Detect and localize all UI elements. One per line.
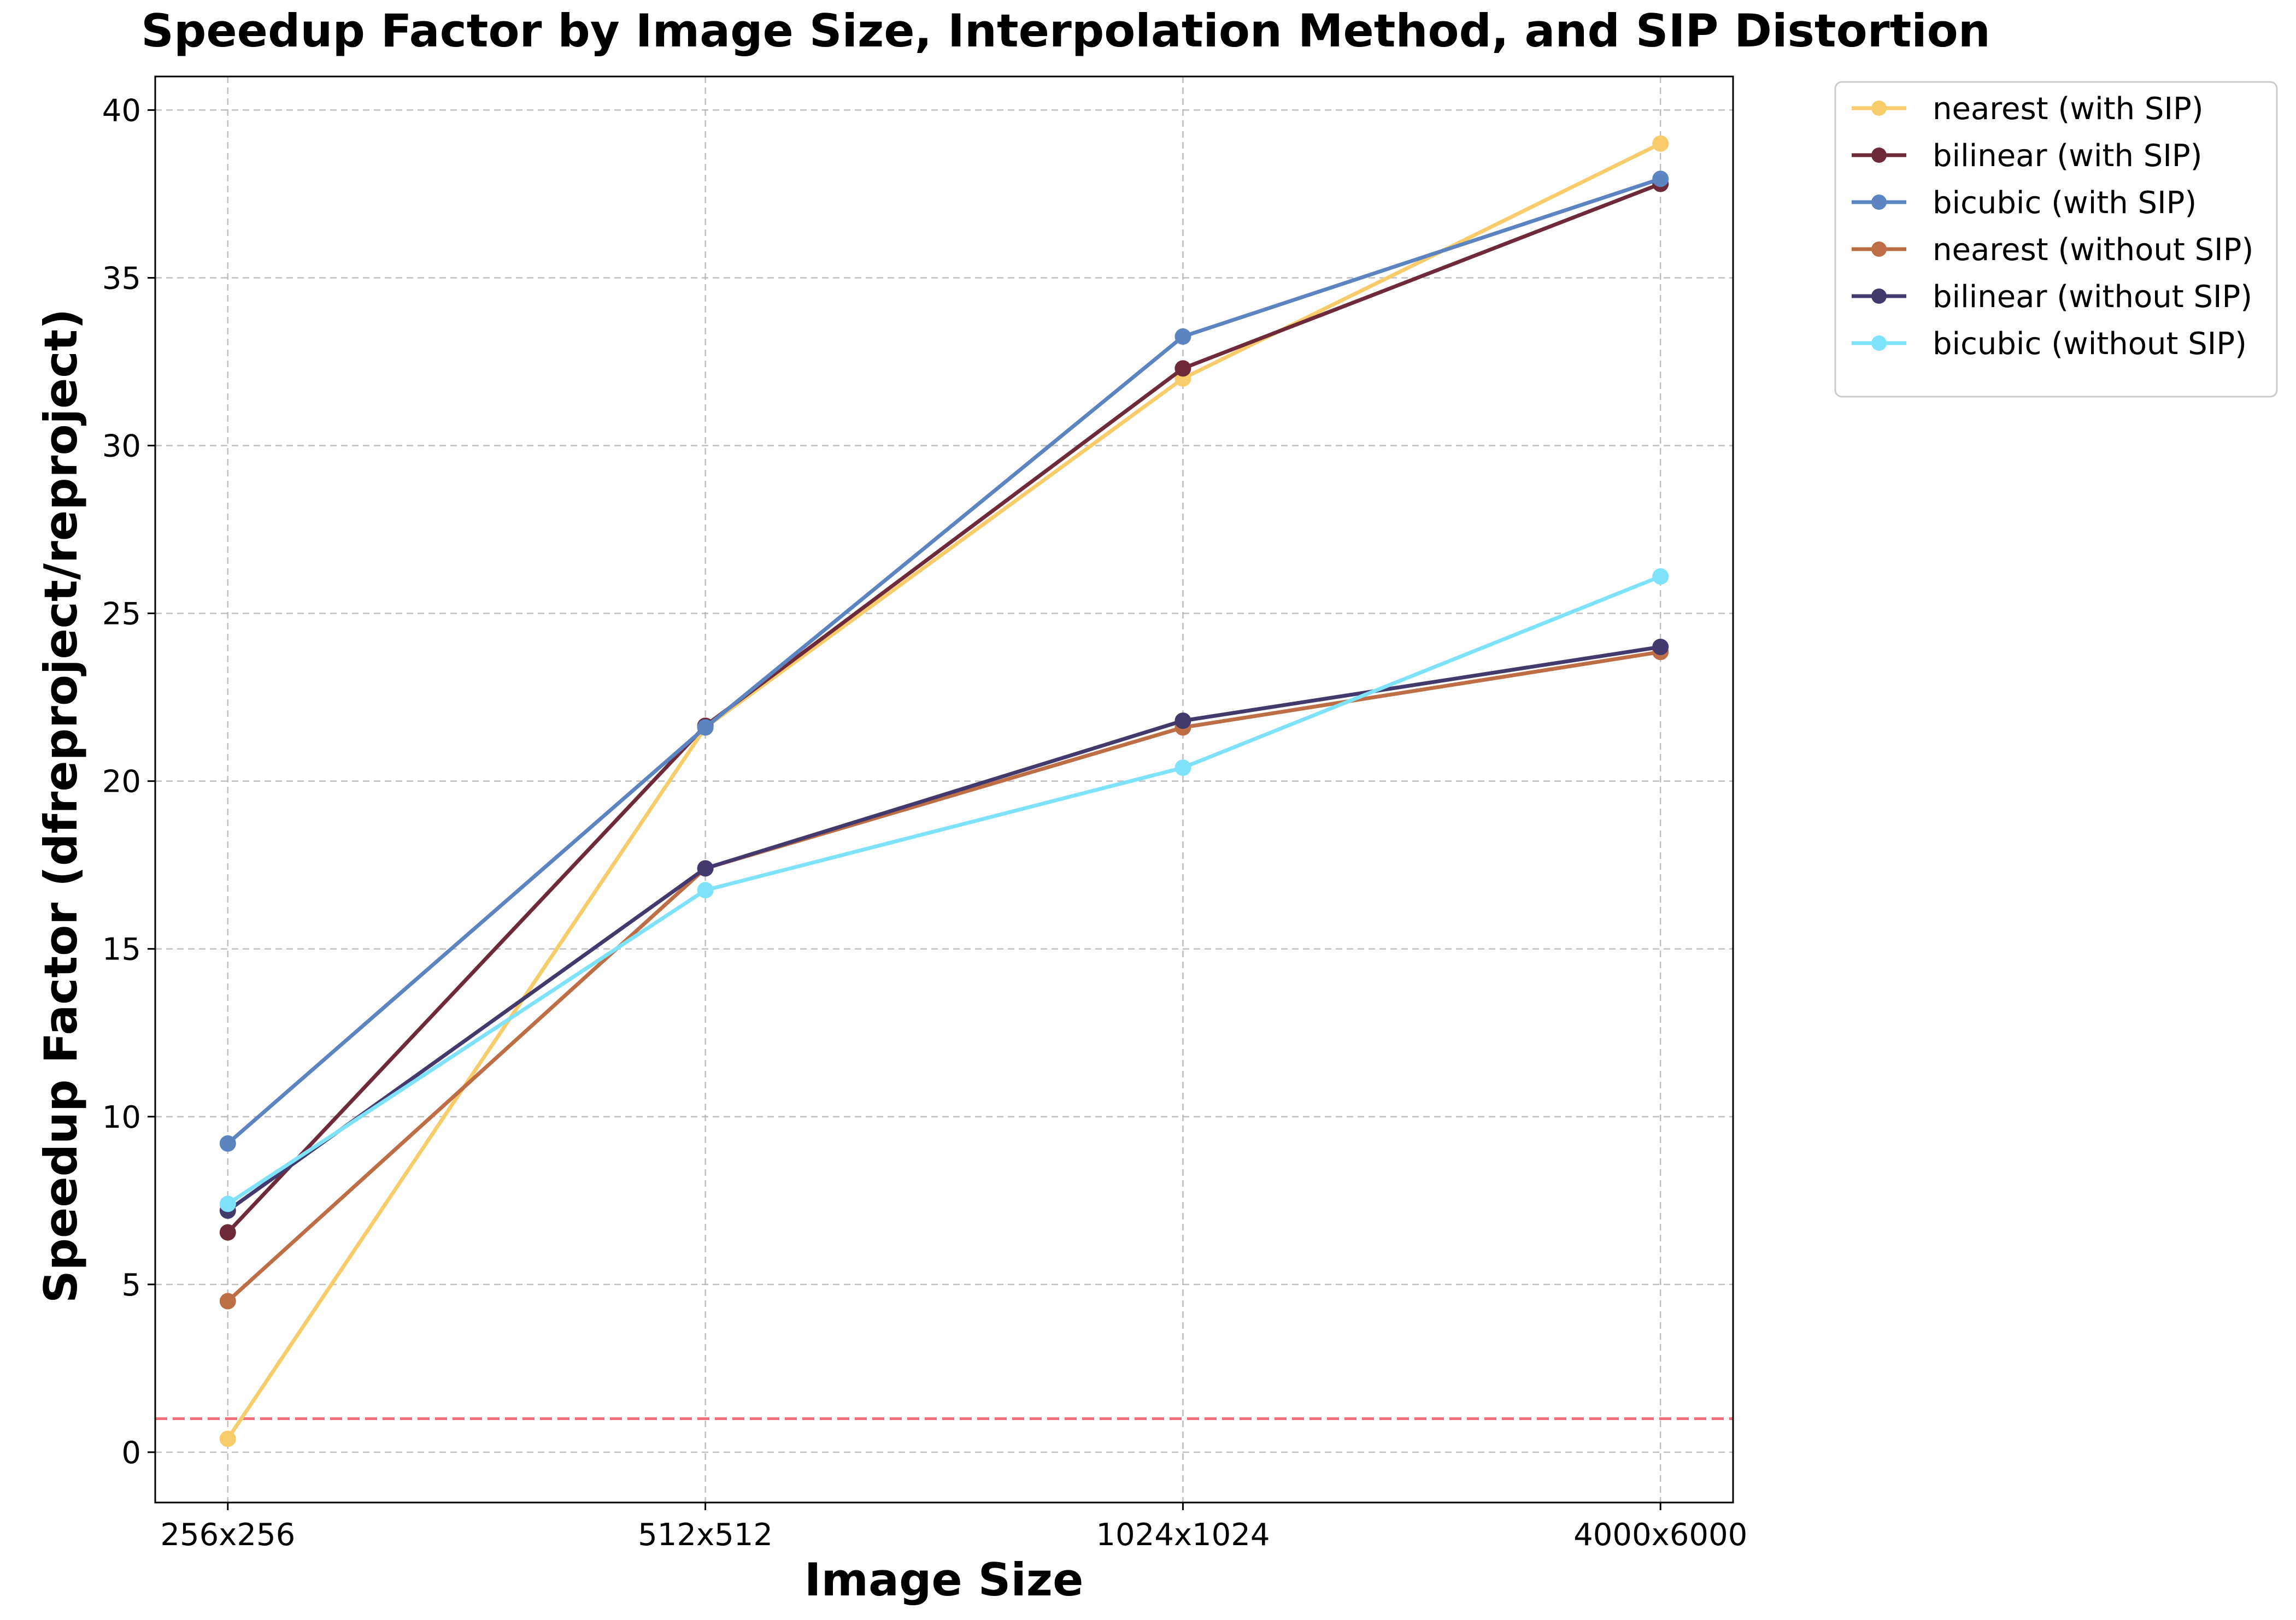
y-tick-label: 20 [102,764,141,800]
y-tick-label: 15 [102,932,141,968]
data-point [1175,712,1191,729]
legend-swatch-marker [1871,288,1887,304]
y-tick-label: 5 [121,1268,141,1303]
x-tick-label: 4000x6000 [1573,1517,1747,1553]
x-tick-label: 256x256 [160,1517,295,1553]
y-axis-ticks: 0 5 10 15 20 25 30 35 40 [102,93,155,1471]
data-point [1175,759,1191,776]
legend-swatch-marker [1871,148,1887,163]
plot-area-frame [154,75,1734,1504]
data-point [219,1293,236,1310]
data-point [697,719,714,736]
data-point [697,860,714,877]
data-point [1652,170,1669,187]
series-layer [219,135,1669,1447]
y-tick-label: 25 [102,597,141,632]
x-axis-label: Image Size [805,1553,1084,1606]
series-path [226,176,1661,1145]
series-path [226,182,1661,1234]
data-point [1652,135,1669,152]
data-point [1175,328,1191,345]
legend-swatch-marker [1871,101,1887,116]
data-point [219,1224,236,1241]
y-tick-label: 10 [102,1100,141,1135]
data-point [219,1195,236,1212]
legend-swatch-marker [1871,335,1887,351]
legend-swatch-marker [1871,195,1887,210]
legend-label: bicubic (without SIP) [1933,326,2247,362]
x-tick-label: 512x512 [638,1517,773,1553]
legend-frame [1834,81,2278,398]
data-point [1652,568,1669,585]
series-line [219,170,1669,1152]
legend-swatch-marker [1871,241,1887,257]
data-point [219,1430,236,1447]
data-point [1175,360,1191,377]
chart-title: Speedup Factor by Image Size, Interpolat… [141,4,1990,57]
legend-label: nearest (without SIP) [1933,232,2253,268]
y-tick-label: 0 [121,1435,141,1471]
data-point [219,1135,236,1152]
x-tick-label: 1024x1024 [1096,1517,1270,1553]
legend-label: bilinear (with SIP) [1933,138,2202,174]
data-point [697,882,714,899]
series-line [219,568,1669,1212]
y-axis-label: Speedup Factor (dfreproject/reproject) [34,309,87,1303]
x-axis-ticks: 256x256 512x512 1024x1024 4000x6000 [160,1503,1747,1553]
legend-label: nearest (with SIP) [1933,91,2204,127]
series-path [226,574,1661,1206]
legend-label: bicubic (with SIP) [1933,185,2197,221]
series-path [226,650,1661,1303]
data-point [1652,639,1669,655]
y-tick-label: 30 [102,429,141,464]
y-tick-label: 40 [102,93,141,128]
y-tick-label: 35 [102,261,141,296]
legend: nearest (with SIP) bilinear (with SIP) bic… [1834,81,2278,398]
series-path [226,645,1661,1212]
grid [155,76,1733,1503]
legend-label: bilinear (without SIP) [1933,279,2252,315]
